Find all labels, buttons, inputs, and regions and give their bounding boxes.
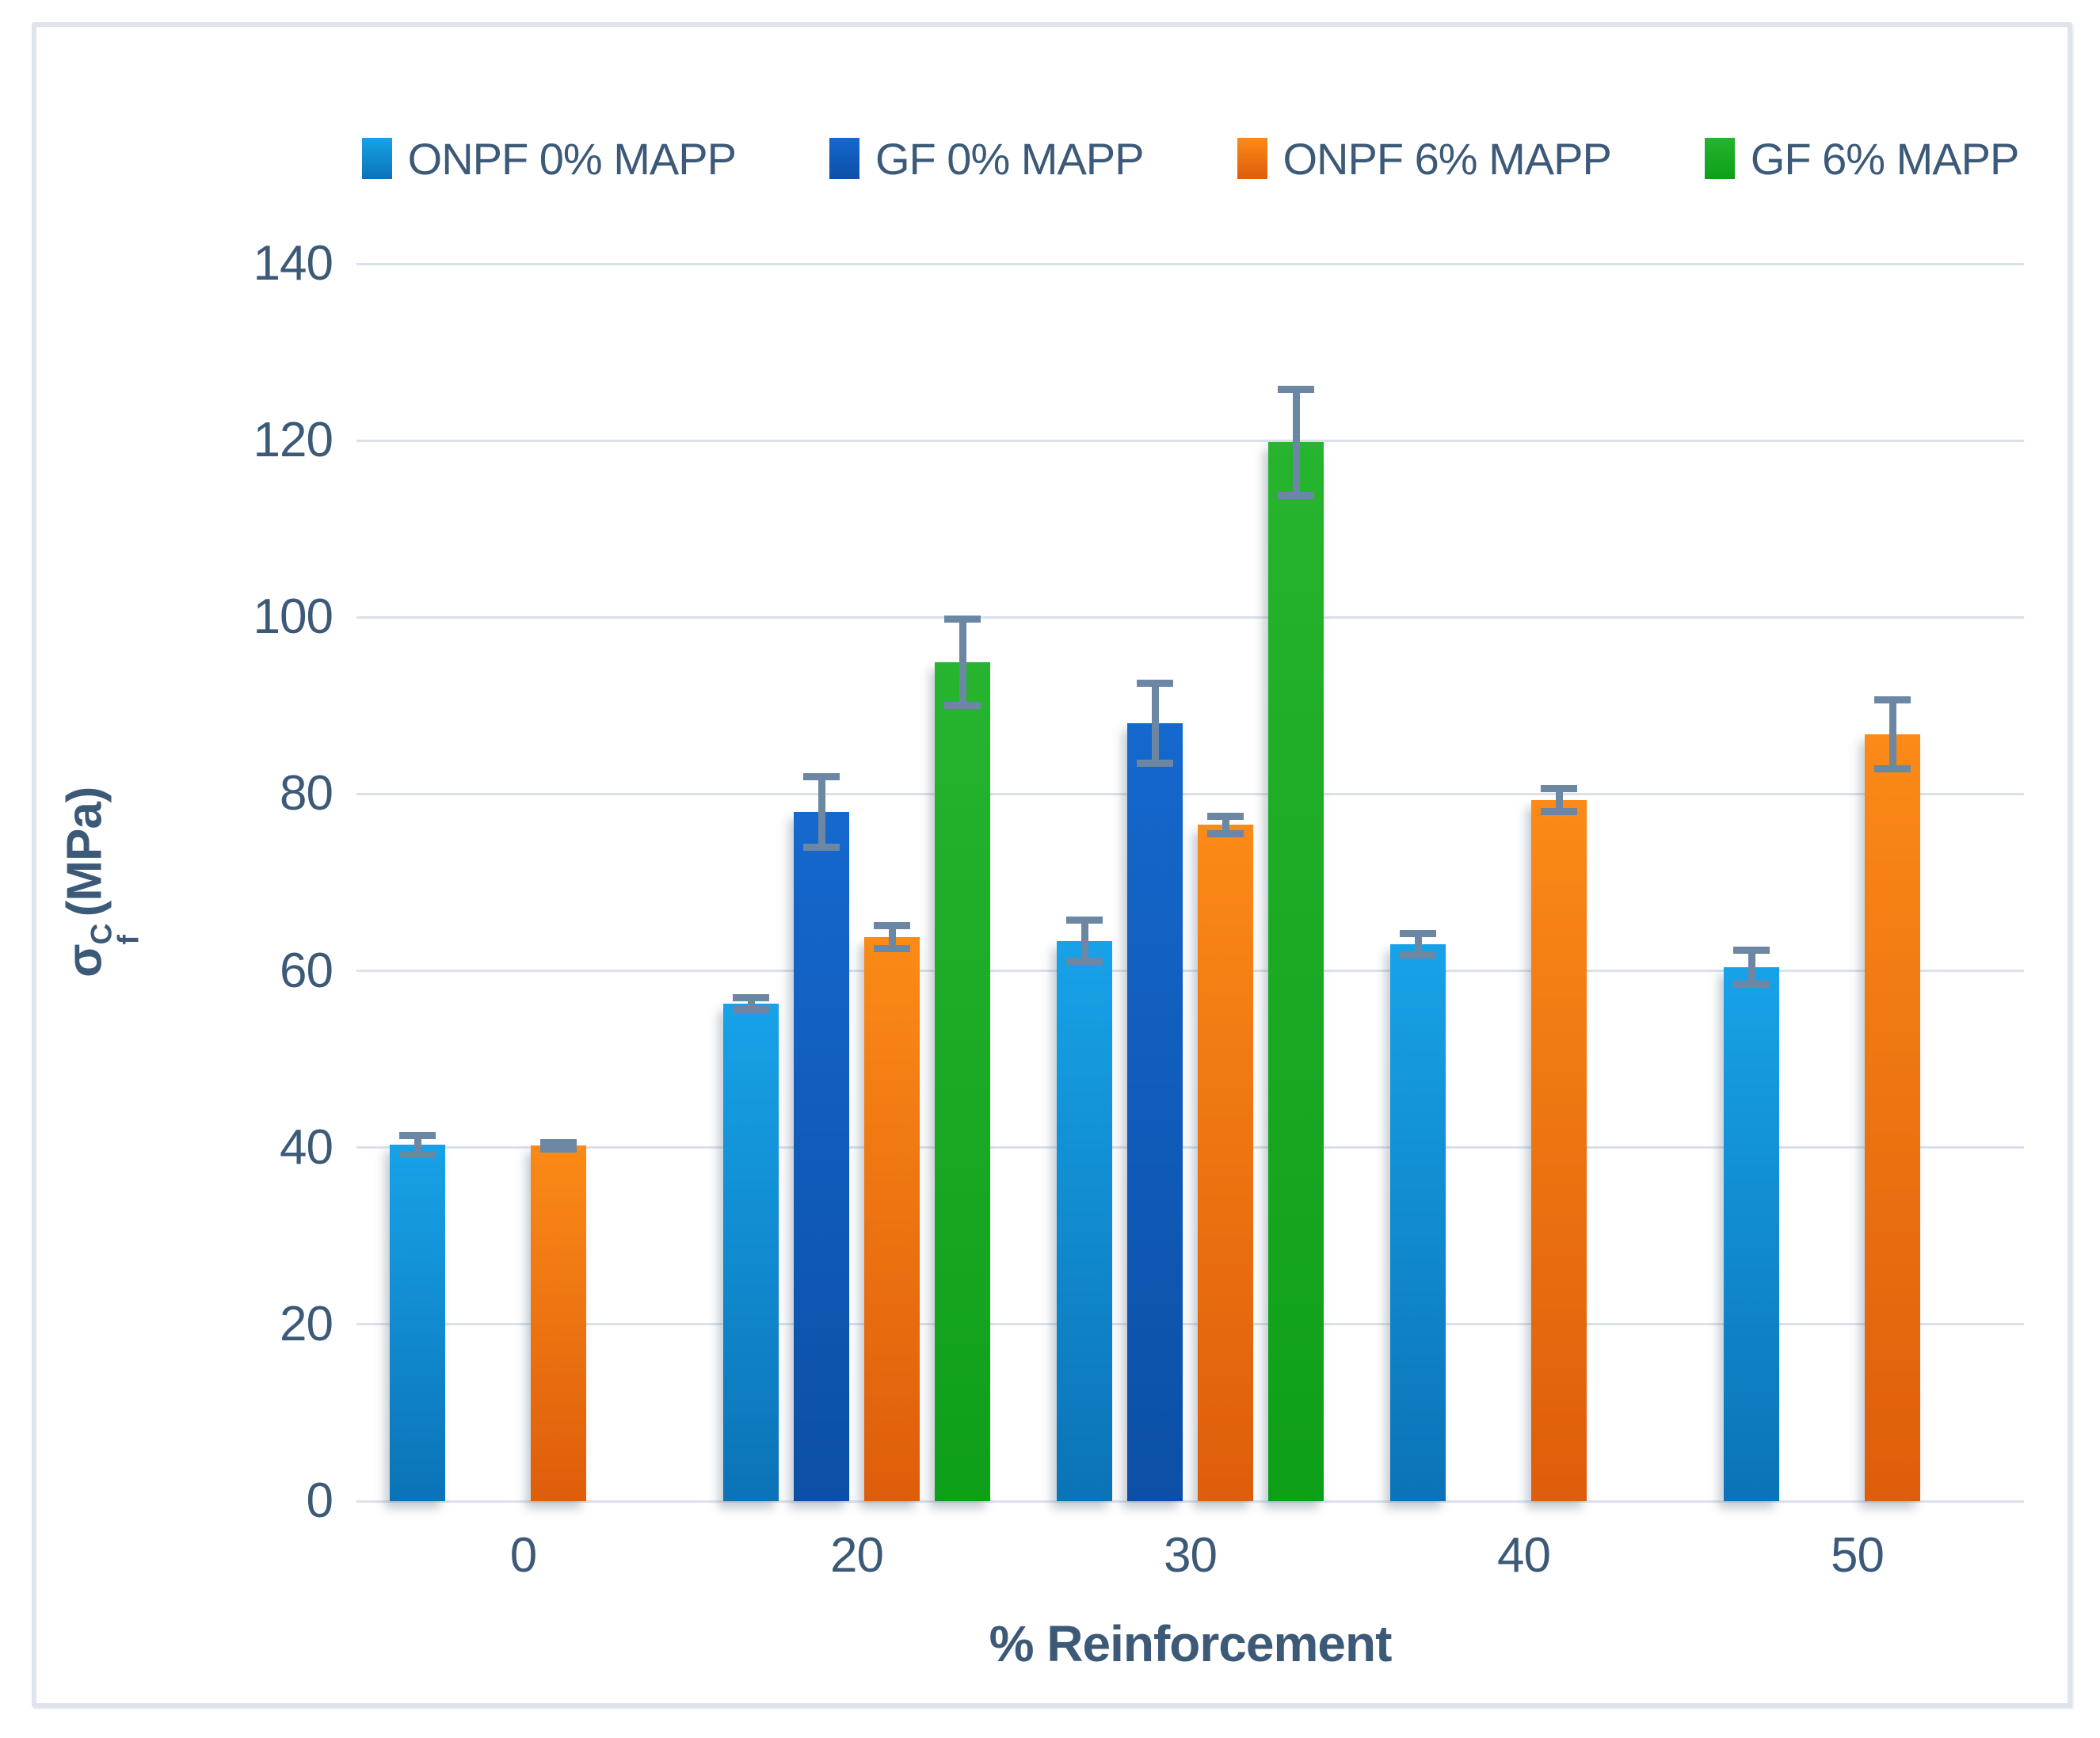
error-bar-line [818, 776, 825, 848]
y-tick-label: 40 [280, 1119, 333, 1175]
y-axis-title-sigma: σ [57, 944, 112, 978]
bar-onpf-0-mapp-at-50 [1724, 967, 1779, 1501]
error-bar-line [1222, 816, 1229, 834]
error-bar-line [414, 1135, 421, 1155]
error-bar-cap [540, 1138, 577, 1146]
error-bar-cap [1207, 812, 1244, 820]
error-bar-line [1414, 933, 1422, 955]
x-tick-label: 20 [830, 1528, 884, 1583]
error-bar-cap [1541, 785, 1577, 793]
x-axis-baseline [356, 1500, 2024, 1503]
bar-onpf-6-mapp-at-40 [1531, 800, 1587, 1501]
gridline [356, 1146, 2024, 1149]
gridline [356, 262, 2024, 265]
error-bar-cap [1541, 808, 1577, 816]
legend-swatch-icon [361, 138, 392, 179]
legend-label: ONPF 0% MAPP [407, 133, 737, 184]
x-tick-label: 50 [1831, 1528, 1885, 1583]
y-tick-label: 140 [253, 236, 333, 291]
error-bar-line [1292, 389, 1300, 496]
y-tick-label: 20 [280, 1296, 333, 1351]
error-bar-cap [1137, 680, 1173, 688]
gridline [356, 439, 2024, 442]
bar-onpf-0-mapp-at-20 [723, 1003, 779, 1501]
y-tick-label: 0 [306, 1473, 333, 1528]
error-bar-cap [1207, 830, 1244, 838]
error-bar-cap [399, 1131, 436, 1139]
y-axis-title-superscript: C [84, 924, 118, 945]
legend-label: GF 0% MAPP [875, 133, 1145, 184]
error-bar-cap [399, 1151, 436, 1159]
bar-gf-0-mapp-at-30 [1127, 723, 1183, 1501]
legend-swatch-icon [829, 138, 859, 179]
error-bar-cap [874, 945, 910, 953]
chart-legend: ONPF 0% MAPP GF 0% MAPP ONPF 6% MAPP GF 6% … [356, 131, 2024, 186]
error-bar-cap [803, 772, 840, 780]
legend-label: GF 6% MAPP [1750, 133, 2020, 184]
error-bar-cap [803, 843, 840, 851]
error-bar-cap [1874, 764, 1911, 772]
bar-onpf-6-mapp-at-20 [864, 937, 920, 1501]
error-bar-line [959, 619, 966, 706]
x-tick-label: 40 [1497, 1528, 1551, 1583]
gridline [356, 792, 2024, 795]
legend-item-1: GF 0% MAPP [829, 133, 1144, 185]
bar-onpf-0-mapp-at-0 [390, 1145, 445, 1501]
error-bar-cap [1066, 957, 1103, 965]
error-bar-cap [1400, 930, 1436, 938]
bar-gf-6-mapp-at-20 [935, 662, 990, 1501]
y-tick-label: 100 [253, 589, 333, 645]
error-bar-cap [944, 702, 981, 710]
error-bar-cap [733, 993, 769, 1001]
error-bar-line [888, 925, 896, 949]
error-bar-cap [1066, 917, 1103, 924]
x-tick-label: 30 [1164, 1528, 1218, 1583]
y-tick-label: 60 [280, 943, 333, 998]
error-bar-cap [1874, 696, 1911, 703]
legend-swatch-icon [1704, 138, 1735, 179]
plot-area [356, 262, 2024, 1503]
bar-onpf-0-mapp-at-30 [1057, 940, 1112, 1501]
bar-onpf-6-mapp-at-50 [1865, 734, 1920, 1501]
error-bar-cap [874, 922, 910, 930]
legend-item-2: ONPF 6% MAPP [1237, 133, 1612, 185]
error-bar-cap [1278, 385, 1314, 393]
error-bar-cap [733, 1006, 769, 1014]
x-tick-label: 0 [509, 1528, 537, 1583]
error-bar-line [747, 997, 755, 1010]
gridline [356, 970, 2024, 973]
bar-gf-6-mapp-at-30 [1268, 442, 1324, 1501]
gridline [356, 616, 2024, 619]
y-axis-title-unit: (MPa) [57, 787, 112, 917]
error-bar-line [1151, 683, 1159, 764]
legend-item-0: ONPF 0% MAPP [361, 133, 737, 185]
y-tick-label: 80 [280, 766, 333, 821]
error-bar-line [1080, 920, 1088, 962]
error-bar-cap [540, 1145, 577, 1153]
x-axis-title: % Reinforcement [989, 1615, 1393, 1672]
error-bar-cap [1733, 947, 1770, 955]
y-axis-title-subscript: f [111, 936, 145, 945]
bar-onpf-6-mapp-at-0 [531, 1145, 586, 1501]
legend-item-3: GF 6% MAPP [1704, 133, 2020, 185]
error-bar-cap [1733, 980, 1770, 988]
error-bar-line [1555, 788, 1563, 812]
y-tick-label: 120 [253, 413, 333, 468]
legend-swatch-icon [1237, 138, 1267, 179]
error-bar-line [1888, 699, 1896, 769]
error-bar-cap [1278, 491, 1314, 499]
error-bar-cap [1137, 759, 1173, 767]
gridline [356, 1323, 2024, 1326]
bar-gf-0-mapp-at-20 [794, 811, 849, 1501]
error-bar-line [1747, 950, 1755, 985]
bar-onpf-0-mapp-at-40 [1390, 944, 1446, 1501]
bar-onpf-6-mapp-at-30 [1198, 825, 1253, 1501]
legend-label: ONPF 6% MAPP [1282, 133, 1612, 184]
error-bar-cap [944, 616, 981, 623]
error-bar-cap [1400, 951, 1436, 959]
